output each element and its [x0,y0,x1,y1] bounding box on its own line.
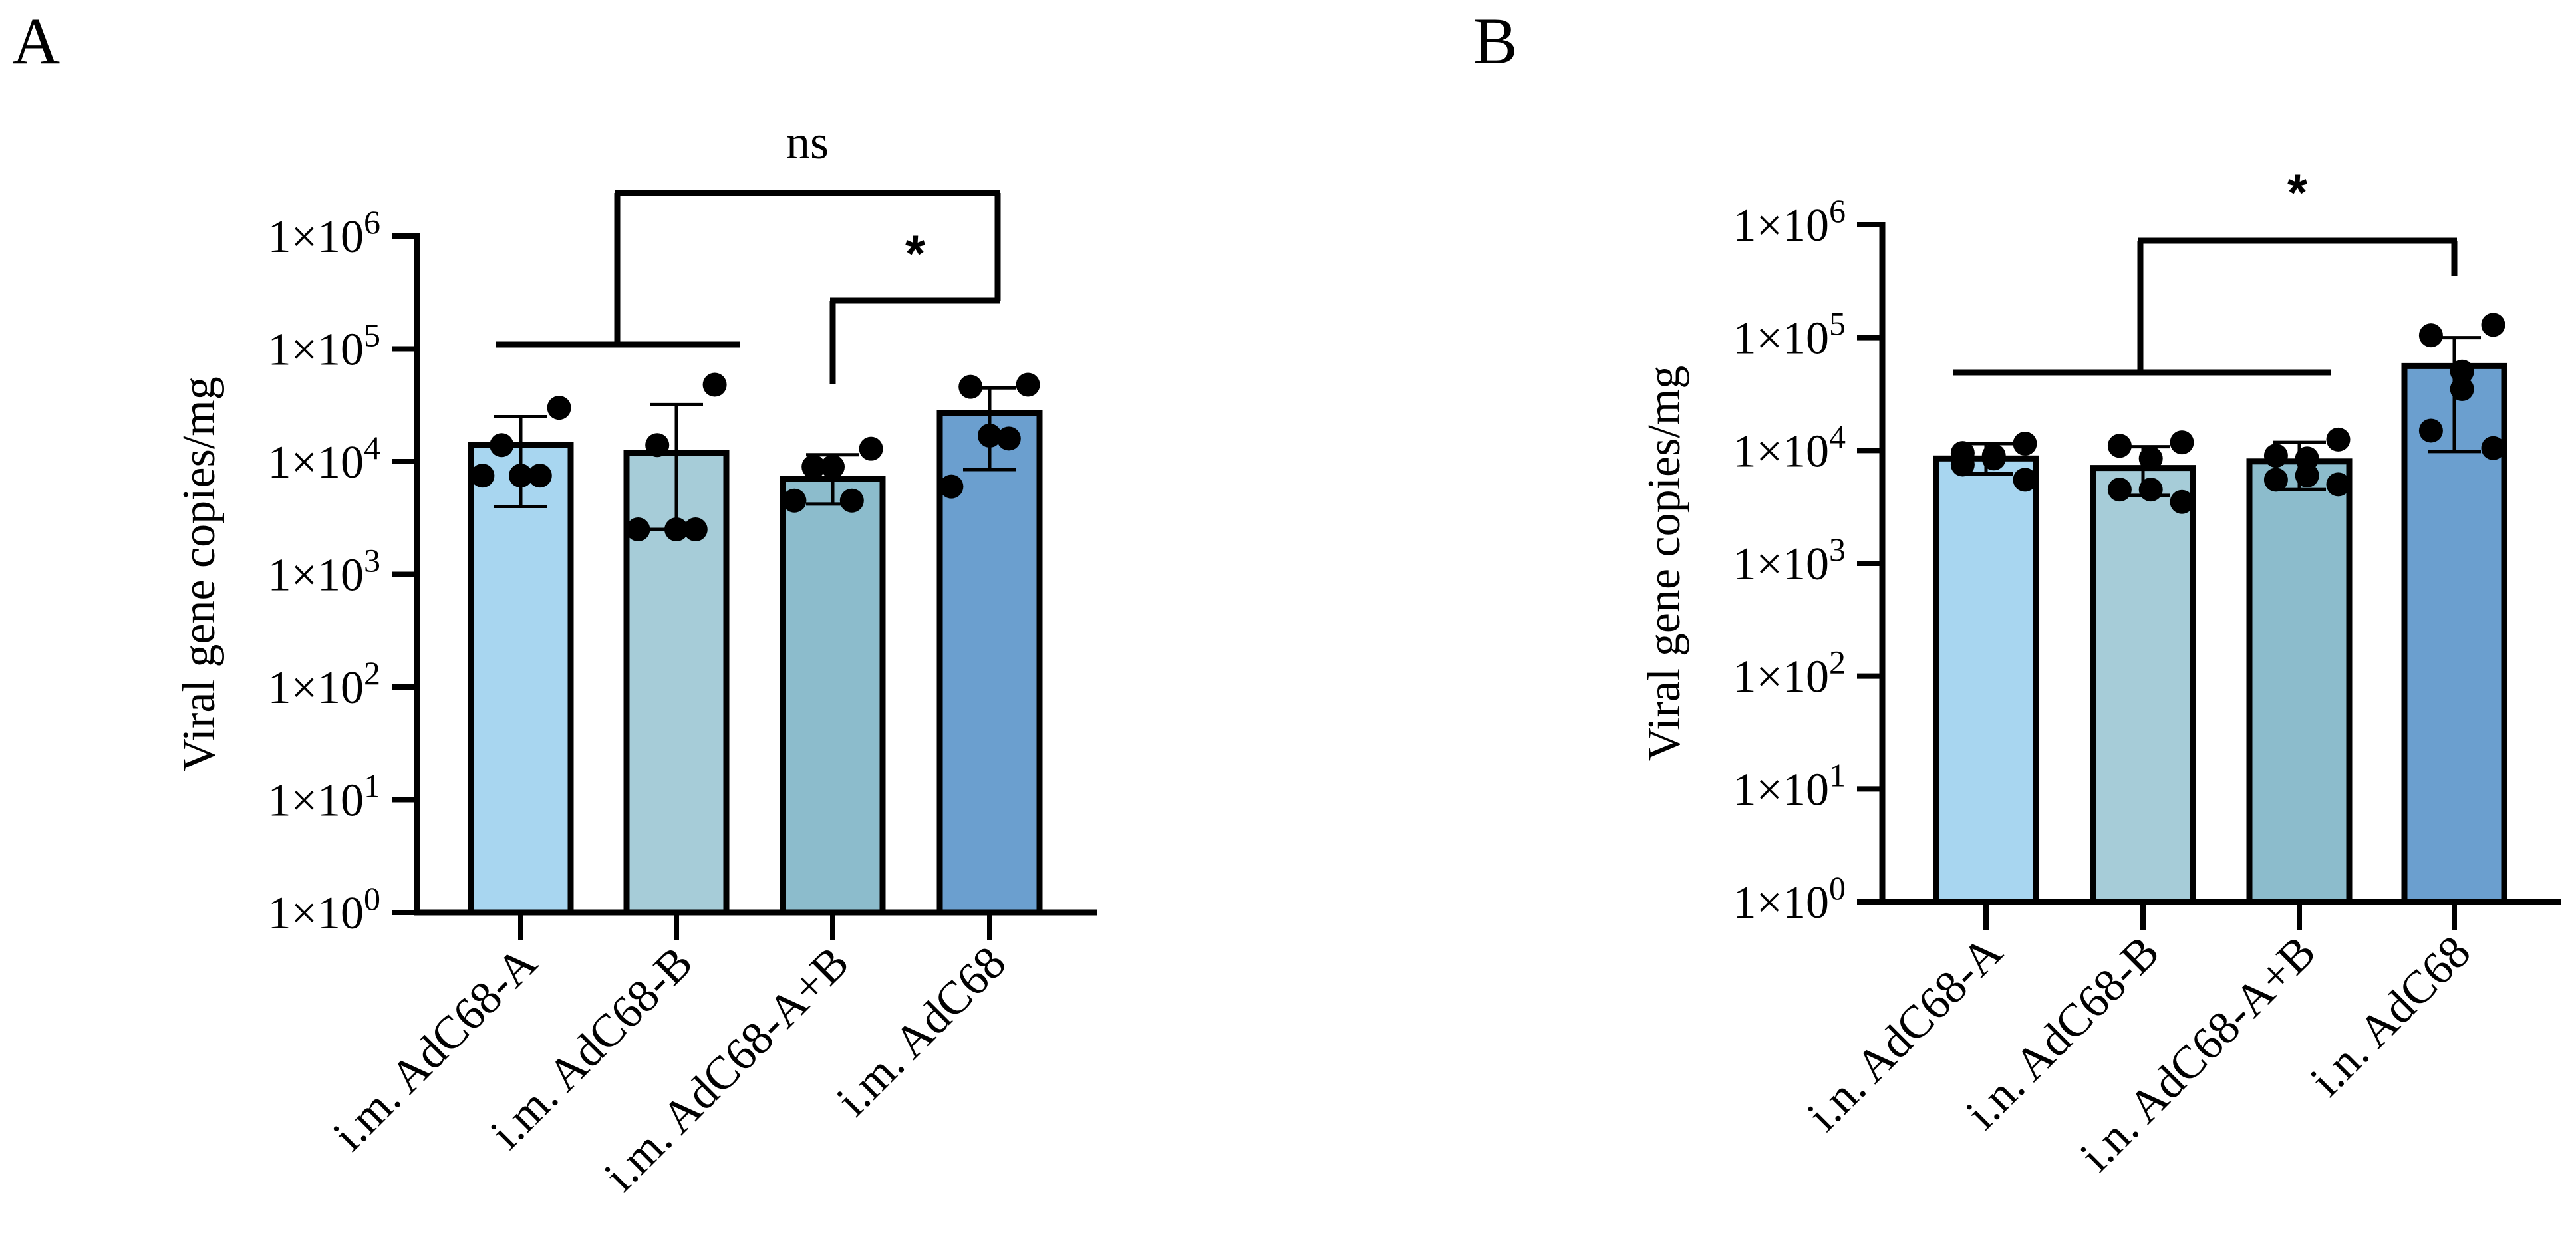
panel-b-y-axis-label: Viral gene copies/mg [1639,366,1690,762]
panel-a-data-point [490,433,514,458]
panel-b-y-tick-label: 1×106 [1733,192,1846,251]
panel-a-data-point [527,464,552,488]
panel-label-a: A [12,4,60,78]
panel-a-data-point [958,374,983,399]
panel-a-significance-label: * [905,224,926,283]
panel-b-data-point [2138,478,2163,502]
panel-b-data-point [1950,452,1975,477]
panel-a-data-point [626,517,650,542]
panel-a-y-axis-label: Viral gene copies/mg [174,376,225,772]
panel-a-data-point [664,517,688,542]
panel-b-y-tick-label: 1×100 [1733,869,1846,928]
panel-a-data-point [821,454,845,479]
panel-b-y-tick-label: 1×102 [1733,644,1846,703]
panel-b-data-point [2481,313,2505,337]
panel-b-x-tick-label: i.n. AdC68 [2301,926,2480,1106]
panel-a-data-point [996,426,1021,451]
panel-b-data-point [2013,468,2037,492]
panel-a-y-tick-label: 1×103 [268,542,380,601]
panel-a-data-point [782,488,807,513]
panel-b-significance-label: * [2287,163,2308,221]
panel-a-data-point [939,474,964,499]
panel-b-bar [2246,458,2353,905]
panel-b-data-point [2263,444,2288,468]
panel-b-data-point [2326,472,2351,497]
panel-a-y-tick-label: 1×100 [268,880,380,939]
panel-b-data-point [2450,377,2474,402]
panel-b-data-point [1981,446,2006,471]
panel-a-y-tick-label: 1×101 [268,767,380,827]
panel-a-data-point [509,464,533,488]
panel-a-y-tick-label: 1×106 [268,204,380,263]
panel-b-bar [2090,465,2196,905]
panel-b-data-point [2263,468,2288,492]
panel-b-data-point [2107,434,2132,458]
panel-a-y-tick-label: 1×104 [268,429,380,488]
panel-a-data-point [547,396,571,420]
panel-a-bar [468,442,574,916]
panel-b-data-point [2450,359,2474,384]
panel-a-data-point [1016,372,1040,397]
panel-b-y-tick-label: 1×103 [1733,531,1846,590]
panel-b-data-point [2170,430,2194,455]
panel-b-data-point [2418,323,2443,348]
panel-a-data-point [702,372,727,397]
panel-b-data-point [2418,418,2443,443]
panel-a-data-point [839,488,864,513]
panel-a-data-point [645,433,670,458]
panel-a-significance-label: ns [786,116,829,169]
panel-b-bar [1933,455,2039,905]
panel-a-y-tick-label: 1×105 [268,317,380,376]
panel-b-y-tick-label: 1×101 [1733,756,1846,815]
panel-b-data-point [2138,446,2163,471]
panel-b-y-tick-label: 1×104 [1733,418,1846,477]
panel-a-data-point [470,464,495,488]
panel-b-y-tick-label: 1×105 [1733,305,1846,364]
panel-label-b: B [1473,4,1518,78]
panel-a-y-tick-label: 1×102 [268,654,380,714]
panel-b-data-point [2107,478,2132,502]
panel-a-bar [780,476,886,916]
panel-a-data-point [859,436,883,461]
panel-b-data-point [2326,427,2351,452]
panel-a-data-point [683,517,708,542]
panel-b-data-point [2013,432,2037,456]
panel-b-data-point [2481,436,2505,460]
panel-b-data-point [2170,489,2194,514]
panel-a-data-point [978,423,1002,448]
panel-a-x-tick-label: i.m. AdC68 [827,937,1016,1126]
panel-a-data-point [801,454,826,479]
panel-b-data-point [2295,446,2319,471]
panel-b-data-point [2295,463,2319,487]
